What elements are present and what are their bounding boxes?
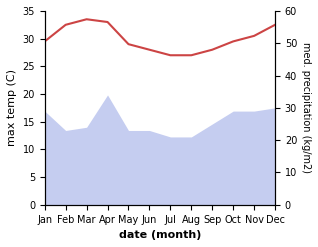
Y-axis label: med. precipitation (kg/m2): med. precipitation (kg/m2) <box>301 42 311 173</box>
X-axis label: date (month): date (month) <box>119 230 201 240</box>
Y-axis label: max temp (C): max temp (C) <box>7 69 17 146</box>
